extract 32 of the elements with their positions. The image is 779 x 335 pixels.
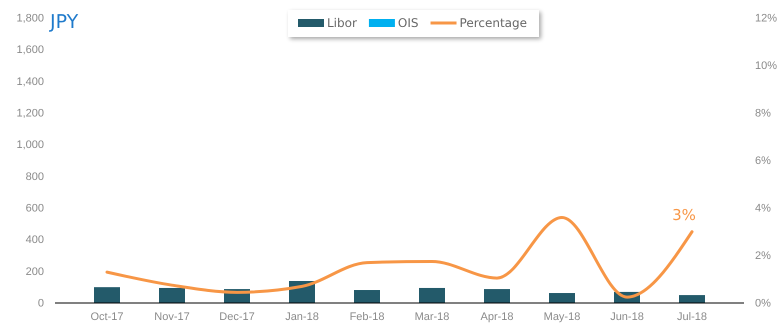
y2-tick-label: 4%	[755, 202, 772, 215]
y2-tick-label: 0%	[755, 298, 772, 310]
x-tick-label: Mar-18	[414, 310, 450, 323]
y-tick-label: 600	[26, 202, 44, 215]
data-label: 3%	[672, 206, 696, 224]
x-tick-label: Apr-18	[480, 310, 514, 323]
y2-tick-label: 8%	[755, 108, 772, 120]
y2-tick-label: 10%	[755, 60, 778, 72]
x-tick-label: Feb-18	[350, 310, 384, 323]
legend-label: Libor	[327, 16, 357, 30]
x-tick-label: Jun-18	[610, 310, 644, 323]
x-tick-label: Jul-18	[677, 310, 707, 323]
chart-title: JPY	[49, 11, 79, 33]
x-tick-label: Nov-17	[154, 310, 190, 323]
x-tick-label: Oct-17	[90, 310, 124, 323]
legend-label: OIS	[398, 16, 419, 30]
y-tick-label: 200	[26, 266, 44, 278]
y-tick-label: 1,200	[16, 108, 44, 120]
legend-label: Percentage	[460, 16, 528, 30]
y-tick-label: 0	[38, 298, 44, 310]
y2-tick-label: 6%	[755, 155, 772, 168]
x-tick-label: May-18	[544, 310, 580, 323]
x-tick-label: Dec-17	[219, 310, 255, 323]
y2-tick-label: 2%	[755, 250, 772, 262]
y2-tick-label: 12%	[755, 12, 778, 25]
y-tick-label: 400	[26, 234, 44, 246]
y-tick-label: 1,000	[16, 139, 44, 152]
y-tick-label: 1,400	[16, 76, 44, 88]
x-tick-label: Jan-18	[285, 310, 319, 323]
y-tick-label: 1,800	[16, 12, 44, 25]
y-tick-label: 800	[26, 170, 44, 183]
y-tick-label: 1,600	[16, 44, 44, 56]
